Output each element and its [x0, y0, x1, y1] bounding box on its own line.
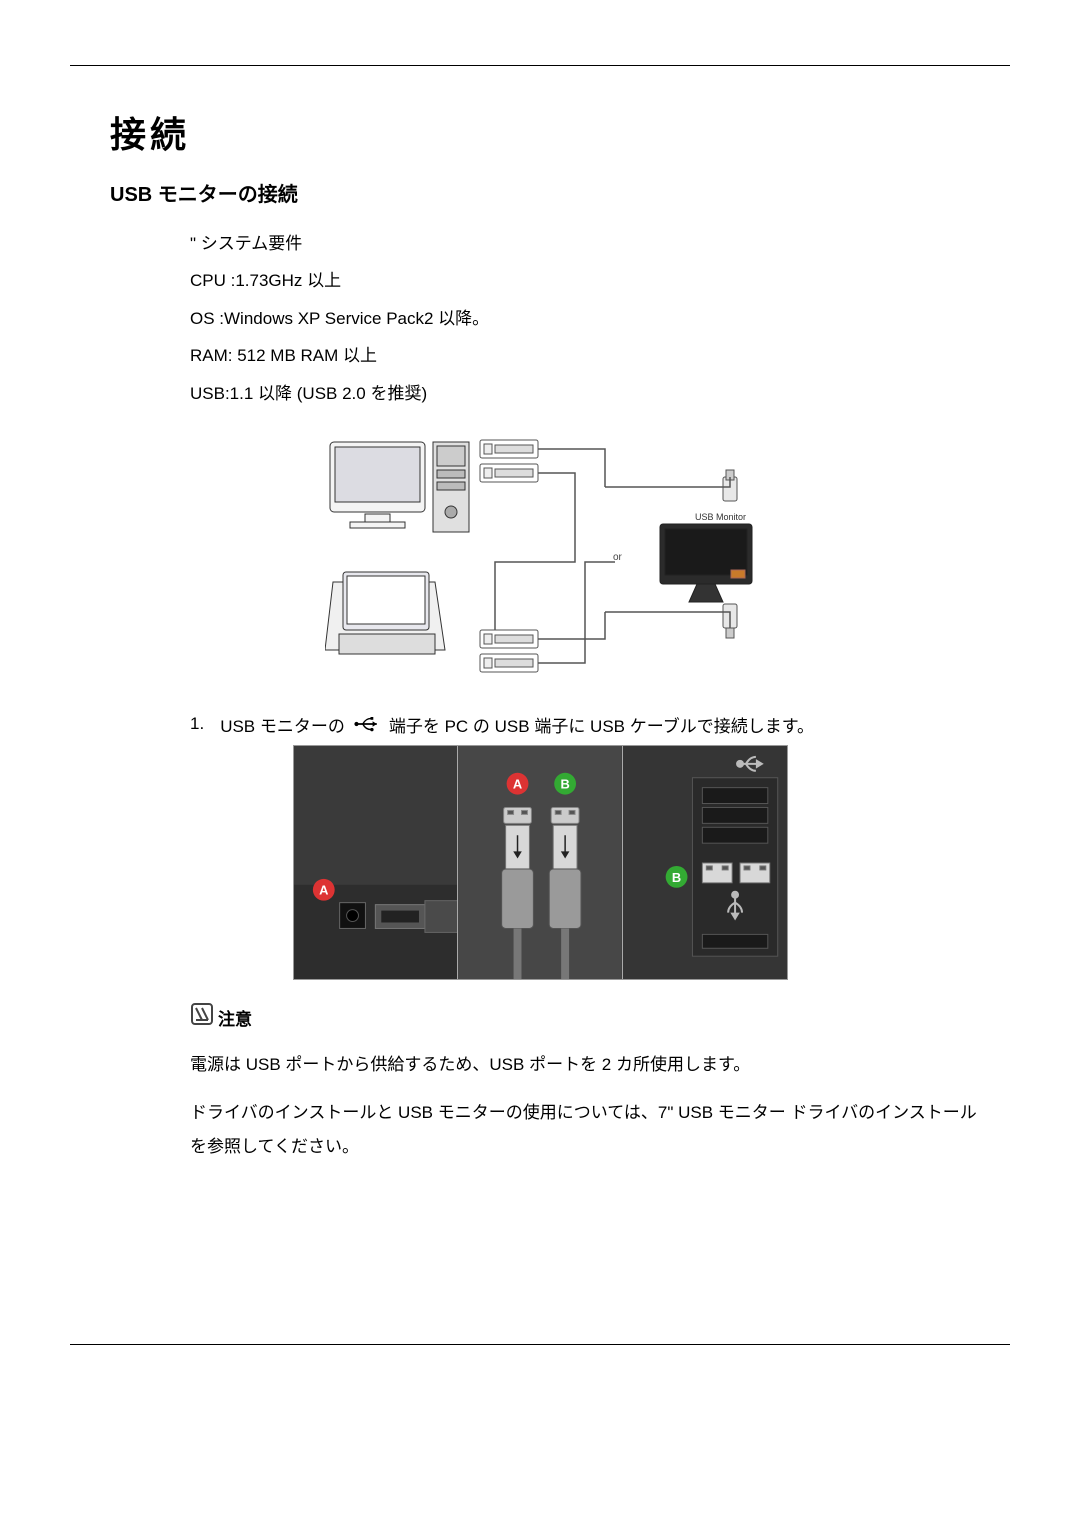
note-p1: 電源は USB ポートから供給するため、USB ポートを 2 カ所使用します。: [190, 1048, 990, 1082]
panel-a: A: [294, 746, 458, 979]
step-1: 1. USB モニターの 端子を PC の USB 端子に USB ケーブルで接…: [190, 712, 1010, 737]
spec-os: OS :Windows XP Service Pack2 以降。: [190, 300, 940, 337]
usb-trident-icon: [353, 716, 381, 732]
note-icon: [190, 1002, 214, 1038]
spec-header: システム要件: [190, 225, 940, 262]
spec-usb: USB:1.1 以降 (USB 2.0 を推奨): [190, 375, 940, 412]
note-heading: 注意: [218, 1003, 252, 1037]
svg-text:A: A: [513, 777, 522, 792]
svg-text:B: B: [672, 870, 681, 885]
panel-cables: A B: [457, 746, 622, 979]
note-p2: ドライバのインストールと USB モニターの使用については、7" USB モニタ…: [190, 1096, 990, 1164]
section-title: USB モニターの接続: [110, 178, 970, 207]
page-title: 接続: [110, 106, 970, 158]
step-text-pre: USB モニターの: [220, 712, 345, 737]
svg-text:A: A: [319, 883, 328, 898]
bottom-rule: [70, 1344, 1010, 1345]
panel-b: B: [622, 746, 787, 979]
connection-diagram-closeup: A A B: [293, 745, 788, 980]
spec-ram: RAM: 512 MB RAM 以上: [190, 337, 940, 374]
step-text-post: 端子を PC の USB 端子に USB ケーブルで接続します。: [389, 712, 814, 737]
connection-diagram-overview: or USB Monitor: [325, 432, 755, 692]
usb-monitor-label: USB Monitor: [695, 512, 746, 522]
system-requirements: システム要件 CPU :1.73GHz 以上 OS :Windows XP Se…: [190, 225, 940, 412]
or-label: or: [613, 552, 623, 563]
svg-text:B: B: [561, 777, 570, 792]
top-rule: [70, 65, 1010, 66]
note-block: 注意 電源は USB ポートから供給するため、USB ポートを 2 カ所使用しま…: [190, 1002, 990, 1164]
spec-cpu: CPU :1.73GHz 以上: [190, 262, 940, 299]
step-number: 1.: [190, 714, 204, 734]
